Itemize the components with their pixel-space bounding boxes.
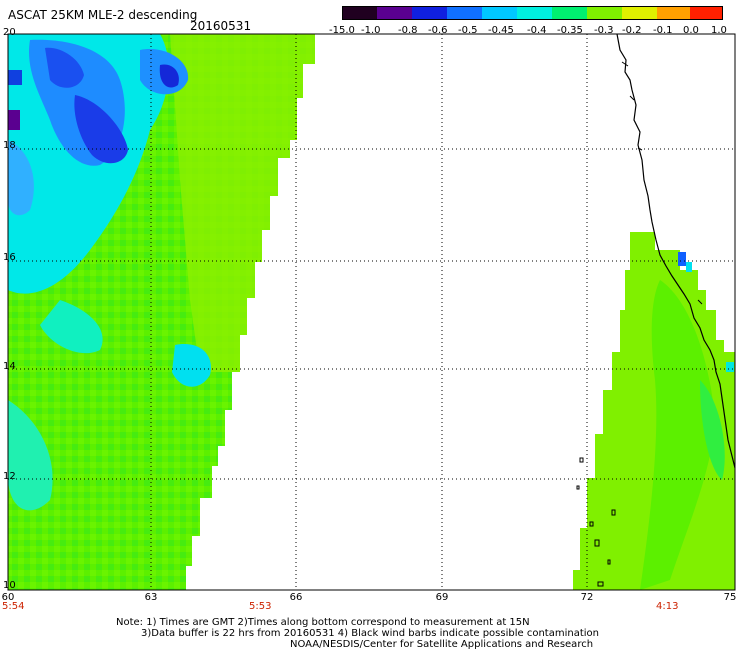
y-tick-label: 10 xyxy=(3,580,16,591)
note-line-3: NOAA/NESDIS/Center for Satellite Applica… xyxy=(290,639,594,650)
x-tick-label: 63 xyxy=(144,592,158,603)
colorbar-label: -15.0 xyxy=(329,25,355,36)
islands xyxy=(576,457,616,587)
coastline xyxy=(616,33,736,469)
colorbar-segment xyxy=(552,6,587,20)
colorbar-segment xyxy=(517,6,552,20)
colorbar-border xyxy=(342,6,723,20)
colorbar-segment xyxy=(657,6,690,20)
colorbar-label: -0.2 xyxy=(622,25,642,36)
x-tick-label: 72 xyxy=(580,592,594,603)
product-title: ASCAT 25KM MLE-2 descending xyxy=(8,8,198,22)
colorbar-segment xyxy=(482,6,517,20)
x-tick-label: 75 xyxy=(723,592,737,603)
product-date: 20160531 xyxy=(190,19,252,33)
plot-frame xyxy=(7,33,736,591)
x-tick-label: 60 xyxy=(1,592,15,603)
time-label: 5:54 xyxy=(2,601,25,612)
colorbar-segment xyxy=(622,6,657,20)
colorbar-label: -0.4 xyxy=(527,25,547,36)
y-tick-label: 18 xyxy=(3,140,16,151)
colorbar-label: -0.3 xyxy=(594,25,614,36)
colorbar-segment xyxy=(412,6,447,20)
colorbar-label: -0.6 xyxy=(428,25,448,36)
grid-lines xyxy=(8,34,735,590)
y-tick-label: 16 xyxy=(3,252,16,263)
colorbar-label: -0.5 xyxy=(458,25,478,36)
right-swath xyxy=(573,232,735,590)
colorbar-label: 1.0 xyxy=(711,25,727,36)
colorbar-segment xyxy=(690,6,723,20)
colorbar-label: -0.35 xyxy=(557,25,583,36)
time-label: 5:53 xyxy=(249,601,272,612)
colorbar-segment xyxy=(587,6,622,20)
colorbar-label: -0.1 xyxy=(653,25,673,36)
colorbar-label: -0.8 xyxy=(398,25,418,36)
time-label: 4:13 xyxy=(656,601,679,612)
note-line-2: 3)Data buffer is 22 hrs from 20160531 4)… xyxy=(141,628,599,639)
left-swath xyxy=(8,34,315,590)
colorbar-segment xyxy=(447,6,482,20)
x-tick-label: 69 xyxy=(435,592,449,603)
colorbar-segment xyxy=(342,6,377,20)
colorbar-segment xyxy=(377,6,412,20)
colorbar-label: -0.45 xyxy=(488,25,514,36)
colorbar-label: -1.0 xyxy=(361,25,381,36)
note-line-1: Note: 1) Times are GMT 2)Times along bot… xyxy=(116,617,530,628)
y-tick-label: 14 xyxy=(3,361,16,372)
x-tick-label: 66 xyxy=(289,592,303,603)
y-tick-label: 20 xyxy=(3,27,16,38)
colorbar-label: 0.0 xyxy=(683,25,699,36)
y-tick-label: 12 xyxy=(3,471,16,482)
